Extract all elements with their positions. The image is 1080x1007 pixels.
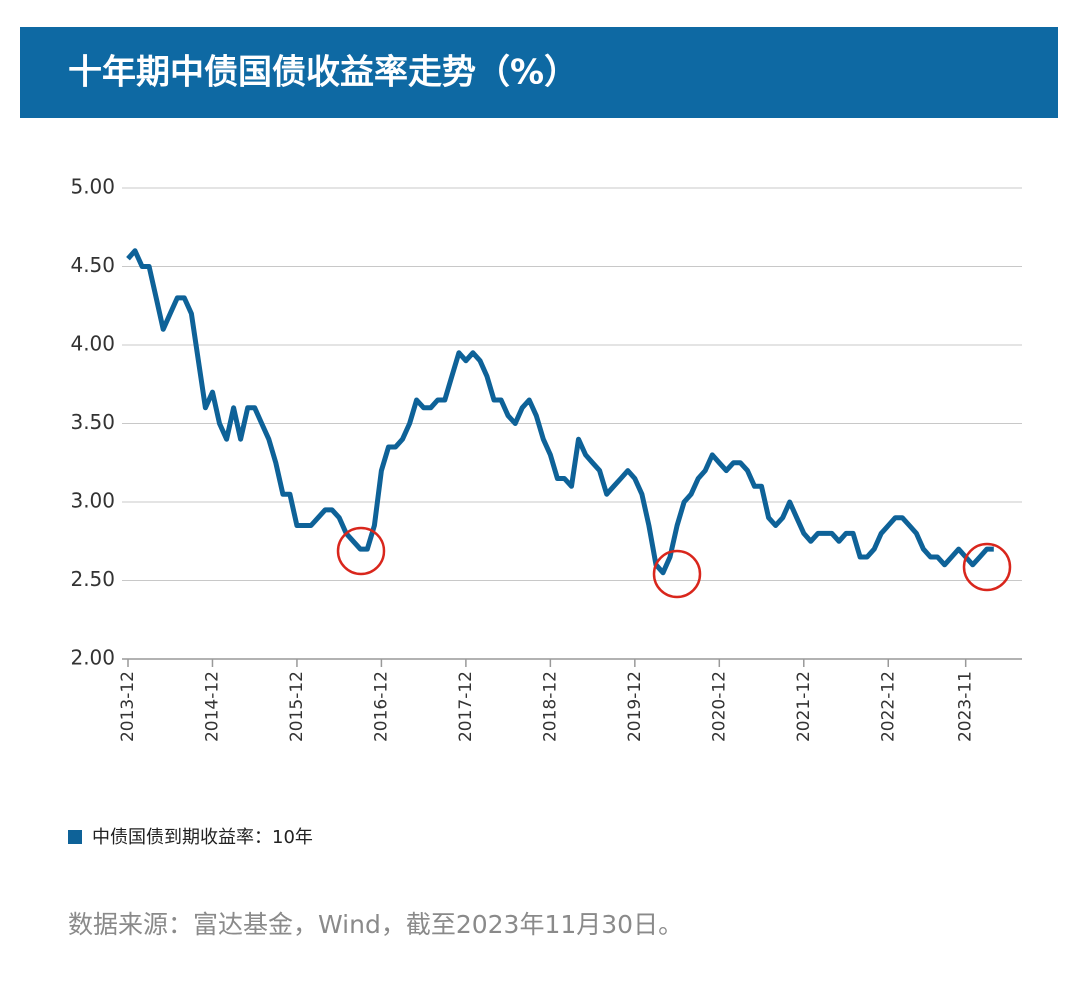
x-tick-label: 2021-12: [794, 671, 814, 742]
legend-label: 中债国债到期收益率：10年: [92, 827, 313, 848]
chart-title: 十年期中债国债收益率走势（%）: [68, 53, 578, 93]
y-tick-label: 3.50: [70, 410, 115, 434]
y-tick-label: 2.00: [70, 646, 115, 670]
data-line: [126, 248, 994, 576]
title-band: [20, 27, 1058, 118]
x-tick-label: 2023-11: [956, 671, 976, 742]
y-tick-label: 4.50: [70, 253, 115, 277]
y-tick-label: 4.00: [70, 332, 115, 356]
y-tick-label: 3.00: [70, 489, 115, 513]
x-tick-label: 2015-12: [287, 671, 307, 742]
x-tick-label: 2014-12: [202, 671, 222, 742]
legend-swatch: [68, 830, 82, 844]
highlight-circle: [962, 542, 1012, 592]
highlight-circle: [336, 526, 386, 576]
x-tick-label: 2017-12: [456, 671, 476, 742]
source-note: 数据来源：富达基金，Wind，截至2023年11月30日。: [68, 910, 683, 939]
highlight-circles: [336, 526, 1012, 599]
x-tick-label: 2022-12: [878, 671, 898, 742]
y-tick-label: 5.00: [70, 175, 115, 199]
y-tick-label: 2.50: [70, 567, 115, 591]
x-tick-label: 2020-12: [709, 671, 729, 742]
x-tick-label: 2019-12: [625, 671, 645, 742]
highlight-circle: [652, 549, 702, 599]
x-tick-label: 2018-12: [540, 671, 560, 742]
x-tick-label: 2016-12: [371, 671, 391, 742]
x-tick-label: 2013-12: [118, 671, 138, 742]
